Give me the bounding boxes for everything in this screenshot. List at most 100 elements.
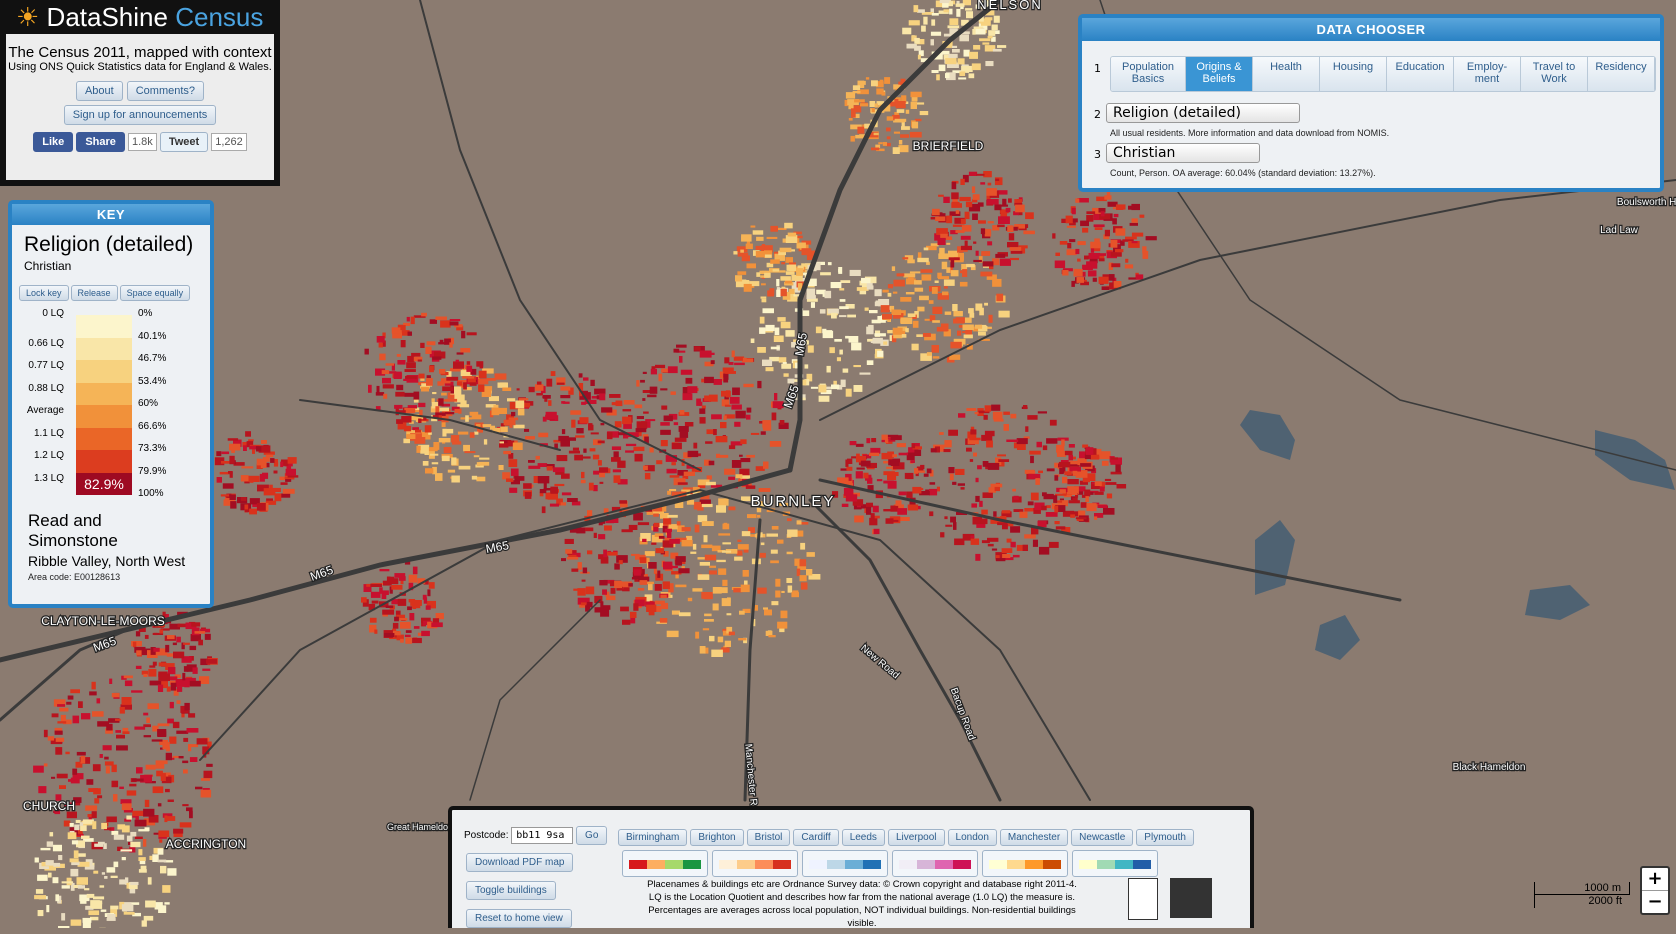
go-button[interactable]: Go: [576, 826, 607, 845]
building: [550, 504, 559, 507]
building: [920, 111, 929, 115]
key-button[interactable]: Lock key: [19, 285, 69, 301]
building: [1012, 489, 1016, 492]
building: [640, 557, 647, 563]
building: [709, 461, 715, 466]
signup-button[interactable]: Sign up for announcements: [64, 105, 217, 125]
place-label: New Road: [858, 643, 901, 681]
action-button[interactable]: Toggle buildings: [466, 881, 556, 900]
key-button[interactable]: Space equally: [120, 285, 191, 301]
building: [667, 491, 671, 495]
city-button[interactable]: Brighton: [690, 829, 743, 846]
building: [655, 601, 665, 605]
building: [435, 406, 439, 413]
city-button[interactable]: Liverpool: [888, 829, 945, 846]
building: [776, 279, 779, 286]
building: [1117, 484, 1127, 489]
building: [425, 468, 433, 473]
building: [1115, 228, 1125, 235]
category-tab[interactable]: Housing: [1320, 57, 1387, 91]
category-tab[interactable]: Population Basics: [1111, 57, 1186, 91]
city-button[interactable]: Plymouth: [1136, 829, 1194, 846]
city-button[interactable]: Newcastle: [1071, 829, 1133, 846]
building: [1076, 517, 1087, 519]
building: [130, 832, 136, 837]
building: [911, 92, 922, 98]
dataset-select[interactable]: Religion (detailed): [1106, 103, 1300, 123]
palette-button[interactable]: [1072, 850, 1158, 877]
building: [599, 580, 607, 585]
building: [893, 292, 897, 294]
building: [660, 430, 671, 435]
building: [85, 805, 97, 810]
building: [228, 471, 233, 474]
key-button[interactable]: Release: [71, 285, 118, 301]
building: [645, 473, 651, 480]
building: [738, 544, 749, 550]
building: [166, 753, 172, 760]
building: [450, 319, 461, 321]
palette-swatch: [935, 860, 953, 869]
building: [379, 354, 385, 361]
building: [121, 799, 132, 804]
category-tab[interactable]: Residency: [1588, 57, 1655, 91]
city-button[interactable]: Manchester: [1000, 829, 1068, 846]
reservoir: [1525, 585, 1590, 620]
building: [757, 515, 760, 518]
city-button[interactable]: Leeds: [842, 829, 885, 846]
tweet-button[interactable]: Tweet: [160, 132, 208, 152]
variable-select[interactable]: Christian: [1106, 143, 1260, 163]
key-subtitle: Christian: [24, 259, 198, 273]
building: [945, 525, 952, 527]
building: [570, 410, 581, 415]
building: [972, 63, 981, 70]
palette-button[interactable]: [802, 850, 888, 877]
reservoir: [1240, 410, 1295, 460]
building: [111, 831, 118, 835]
building: [687, 386, 697, 393]
category-tab[interactable]: Travel to Work: [1521, 57, 1588, 91]
city-button[interactable]: Bristol: [747, 829, 791, 846]
city-button[interactable]: London: [948, 829, 997, 846]
building: [979, 501, 983, 507]
category-tab[interactable]: Health: [1253, 57, 1320, 91]
palette-swatch: [845, 860, 863, 869]
postcode-input[interactable]: bb11 9sa: [511, 827, 573, 844]
palette-button[interactable]: [892, 850, 978, 877]
zoom-in[interactable]: +: [1642, 868, 1668, 890]
water: [1240, 410, 1675, 660]
header-button[interactable]: Comments?: [127, 81, 204, 101]
building: [667, 515, 677, 518]
building: [453, 361, 464, 368]
palette-swatch: [1115, 860, 1133, 869]
building: [374, 630, 377, 634]
city-button[interactable]: Cardiff: [793, 829, 838, 846]
building: [887, 116, 894, 120]
building: [733, 251, 737, 254]
palette-button[interactable]: [622, 850, 708, 877]
palette-button[interactable]: [712, 850, 798, 877]
key-heading[interactable]: KEY: [12, 204, 210, 225]
action-button[interactable]: Reset to home view: [466, 909, 572, 928]
share-button[interactable]: Share: [76, 132, 125, 152]
building: [122, 803, 132, 810]
category-tab[interactable]: Origins & Beliefs: [1186, 57, 1253, 91]
building: [1014, 496, 1019, 500]
building: [975, 496, 979, 502]
building: [669, 566, 678, 568]
city-button[interactable]: Birmingham: [618, 829, 687, 846]
building: [228, 438, 238, 441]
palette-button[interactable]: [982, 850, 1068, 877]
category-tab[interactable]: Education: [1387, 57, 1454, 91]
building: [500, 427, 508, 432]
header-button[interactable]: About: [76, 81, 123, 101]
building: [919, 296, 929, 301]
category-tab[interactable]: Employ- ment: [1454, 57, 1521, 91]
like-button[interactable]: Like: [33, 132, 73, 152]
chooser-heading[interactable]: DATA CHOOSER: [1082, 18, 1660, 41]
building: [1077, 277, 1085, 283]
action-button[interactable]: Download PDF map: [466, 853, 573, 872]
building: [969, 172, 977, 176]
zoom-out[interactable]: −: [1642, 890, 1668, 913]
building: [1046, 505, 1051, 508]
